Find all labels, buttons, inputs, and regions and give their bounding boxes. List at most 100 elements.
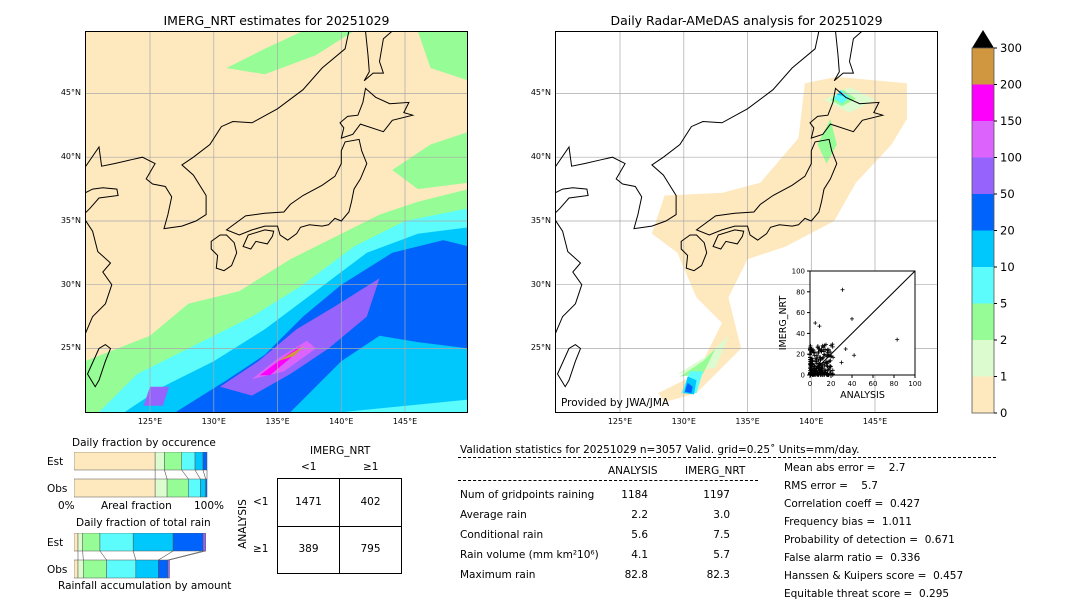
stats-row-label: Average rain <box>460 509 527 521</box>
total-rain-bar-connector <box>167 550 204 561</box>
contingency-col-title: IMERG_NRT <box>310 445 371 457</box>
scatter-point <box>815 364 820 369</box>
stats-divider <box>458 457 996 458</box>
stats-row-label: Maximum rain <box>460 569 536 581</box>
scatter-point <box>895 337 900 342</box>
scatter-point <box>816 368 821 373</box>
left-lat-label: 45°N <box>60 88 81 98</box>
left-map-rain-area <box>226 31 354 75</box>
scatter-point <box>828 371 833 376</box>
right-map-rain-area <box>685 382 693 394</box>
occurrence-bars <box>74 452 208 498</box>
scatter-point <box>840 287 845 292</box>
stats-row-imerg: 5.7 <box>713 549 730 561</box>
right-map-rain-area <box>679 348 716 377</box>
scatter-point <box>827 366 832 371</box>
scatter-point <box>817 324 822 329</box>
total-rain-bar-segment-est <box>74 533 79 552</box>
scatter-inset: 00 20 20 40 40 60 60 80 80 100 100 ANALYSIS IMERG_NR… <box>778 268 922 402</box>
cell-miss: 389 <box>298 543 319 555</box>
total-rain-bar-segment-est <box>202 533 206 552</box>
total-rain-bar-segment-est <box>77 533 83 552</box>
cell-false-alarm: 402 <box>360 496 381 508</box>
colorbar-extend-arrow <box>972 30 994 48</box>
right-map-rain-area <box>834 89 850 104</box>
scatter-point <box>824 372 829 377</box>
scatter-point <box>818 355 823 360</box>
scatter-point <box>830 372 835 377</box>
right-map-rain-area <box>651 76 907 403</box>
scatter-x-tick-label: 20 <box>827 380 836 388</box>
colorbar-tick-label: 2 <box>1000 333 1007 347</box>
left-map-title: IMERG_NRT estimates for 20251029 <box>163 13 390 28</box>
stats-row-label: Rain volume (mm km²10⁶) <box>460 549 599 561</box>
occurrence-bar-segment-est <box>164 452 182 471</box>
total-rain-bar-segment-obs <box>167 559 170 579</box>
right-map-coastline-korea <box>555 31 820 230</box>
scatter-y-tick-label: 20 <box>796 351 805 359</box>
right-map-coastline-shikoku <box>712 229 745 250</box>
occurrence-tick-100: 100% <box>194 500 225 512</box>
contingency-col-lt1: <1 <box>301 461 317 473</box>
occurrence-bar-connector <box>164 469 168 480</box>
colorbar-segment <box>972 230 994 267</box>
occurrence-bar-segment-obs <box>188 478 201 498</box>
scatter-point <box>813 321 818 325</box>
left-lat-label: 30°N <box>60 279 81 289</box>
scatter-point <box>815 344 820 349</box>
colorbar-segment <box>972 194 994 231</box>
scatter-point <box>850 316 854 321</box>
cell-hit: 795 <box>360 543 381 555</box>
colorbar-tick-label: 300 <box>1000 41 1022 55</box>
scatter-point <box>822 367 827 372</box>
occurrence-bar-segment-obs <box>154 478 168 498</box>
scatter-point <box>812 369 817 374</box>
occurrence-bar-segment-est <box>202 452 208 471</box>
occurrence-bar-segment-est <box>194 452 204 471</box>
stats-score: Probability of detection = 0.671 <box>784 534 955 546</box>
stats-table-divider <box>458 480 758 481</box>
occurrence-bar-segment-est <box>154 452 165 471</box>
scatter-y-tick-label: 60 <box>796 309 805 317</box>
left-lon-label: 140°E <box>329 417 354 426</box>
scatter-point <box>830 368 835 373</box>
stats-row-imerg: 3.0 <box>713 509 730 521</box>
scatter-y-tick-label: 100 <box>792 268 805 276</box>
scatter-x-tick-label: 40 <box>848 380 857 388</box>
scatter-point <box>812 350 817 355</box>
occurrence-bar-connector <box>181 469 189 480</box>
right-map-coastline-hokkaido <box>809 87 885 139</box>
scatter-point <box>819 365 824 370</box>
total-rain-bar-connector <box>169 550 206 561</box>
stats-score: RMS error = 5.7 <box>784 480 878 492</box>
contingency-table: 1471 402 389 795 <box>277 478 402 574</box>
right-map-rain-area <box>677 335 729 374</box>
colorbar-segment <box>972 340 994 377</box>
scatter-point <box>819 347 824 352</box>
occurrence-xlabel: Areal fraction <box>101 500 172 512</box>
colorbar-segment <box>972 303 994 340</box>
scatter-point <box>828 363 833 368</box>
cell-hit-neg: 1471 <box>295 496 322 508</box>
scatter-x-tick-label: 80 <box>890 380 899 388</box>
right-lat-label: 45°N <box>530 88 551 98</box>
left-map-rain-area <box>259 345 301 376</box>
stats-row-label: Num of gridpoints raining <box>460 489 595 501</box>
right-map-coastline-kyushu <box>680 234 708 272</box>
scatter-point <box>823 347 828 352</box>
occurrence-bar-segment-obs <box>74 478 156 498</box>
left-map-coastline-mainland <box>85 219 113 335</box>
colorbar-tick-label: 100 <box>1000 151 1022 165</box>
left-map-coastline-hokkaido <box>339 87 415 139</box>
scatter-point <box>818 362 823 367</box>
occurrence-bar-segment-obs <box>200 478 206 498</box>
right-lat-label: 30°N <box>530 279 551 289</box>
scatter-y-tick-label: 0 <box>801 372 805 380</box>
left-lat-label: 35°N <box>60 215 81 225</box>
left-map-coastline-shikoku <box>242 229 275 250</box>
occurrence-tick-0: 0% <box>58 500 75 512</box>
scatter-point <box>814 372 819 377</box>
scatter-point <box>808 345 813 350</box>
total-rain-xlabel: Rainfall accumulation by amount <box>58 580 232 592</box>
scatter-point <box>839 360 844 365</box>
